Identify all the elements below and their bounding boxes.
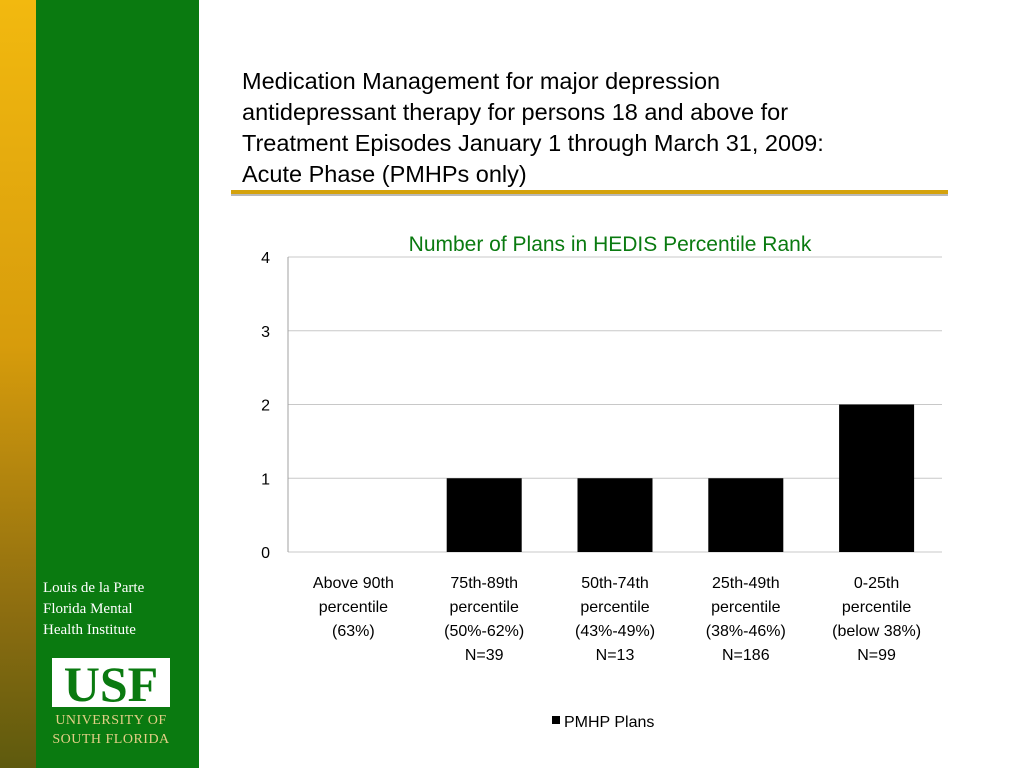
bar bbox=[839, 404, 915, 552]
slide-title: Medication Management for major depressi… bbox=[242, 66, 982, 190]
x-tick-label: percentile bbox=[711, 599, 780, 616]
title-line: Treatment Episodes January 1 through Mar… bbox=[242, 130, 824, 156]
usf-logo: USF UNIVERSITY OF SOUTH FLORIDA bbox=[52, 657, 170, 747]
y-tick-label: 3 bbox=[261, 324, 270, 341]
x-tick-label: 75th-89th bbox=[450, 575, 518, 592]
title-line: antidepressant therapy for persons 18 an… bbox=[242, 99, 789, 125]
title-line: Medication Management for major depressi… bbox=[242, 68, 721, 94]
bar bbox=[708, 478, 784, 552]
x-tick-label: 0-25th bbox=[854, 575, 899, 592]
x-tick-label: N=186 bbox=[722, 647, 770, 664]
title-rule-shadow bbox=[231, 194, 948, 196]
x-tick-label: N=13 bbox=[596, 647, 635, 664]
institute-name: Louis de la Parte Florida Mental Health … bbox=[43, 578, 193, 641]
bar bbox=[577, 478, 653, 552]
legend-label: PMHP Plans bbox=[564, 714, 654, 731]
logo-sub-line: UNIVERSITY OF bbox=[55, 713, 166, 728]
bar bbox=[446, 478, 522, 552]
logo-wordmark: USF bbox=[64, 657, 158, 712]
y-tick-label: 1 bbox=[261, 471, 270, 488]
x-tick-label: 50th-74th bbox=[581, 575, 649, 592]
x-tick-label: percentile bbox=[580, 599, 649, 616]
x-tick-label: Above 90th bbox=[313, 575, 394, 592]
gold-stripe bbox=[0, 0, 36, 768]
title-line: Acute Phase (PMHPs only) bbox=[242, 161, 527, 187]
logo-sub-line: SOUTH FLORIDA bbox=[52, 732, 170, 747]
x-tick-label: (50%-62%) bbox=[444, 623, 524, 640]
institute-line: Florida Mental bbox=[43, 601, 133, 617]
y-tick-label: 4 bbox=[261, 250, 270, 267]
bar-chart: Number of Plans in HEDIS Percentile Rank… bbox=[261, 233, 942, 731]
legend-swatch bbox=[552, 716, 560, 724]
sidebar-panel bbox=[36, 0, 199, 768]
title-rule bbox=[231, 190, 948, 194]
x-tick-label: percentile bbox=[450, 599, 519, 616]
y-tick-label: 2 bbox=[261, 398, 270, 415]
institute-line: Health Institute bbox=[43, 622, 136, 638]
chart-title: Number of Plans in HEDIS Percentile Rank bbox=[409, 233, 812, 256]
y-tick-label: 0 bbox=[261, 545, 270, 562]
x-tick-label: (below 38%) bbox=[832, 623, 921, 640]
x-tick-label: N=39 bbox=[465, 647, 504, 664]
x-tick-label: (43%-49%) bbox=[575, 623, 655, 640]
x-tick-label: (63%) bbox=[332, 623, 375, 640]
x-tick-label: (38%-46%) bbox=[706, 623, 786, 640]
x-tick-label: 25th-49th bbox=[712, 575, 780, 592]
x-tick-label: N=99 bbox=[857, 647, 896, 664]
logo-box bbox=[52, 658, 170, 707]
institute-line: Louis de la Parte bbox=[43, 580, 145, 596]
x-tick-label: percentile bbox=[319, 599, 388, 616]
x-tick-label: percentile bbox=[842, 599, 911, 616]
